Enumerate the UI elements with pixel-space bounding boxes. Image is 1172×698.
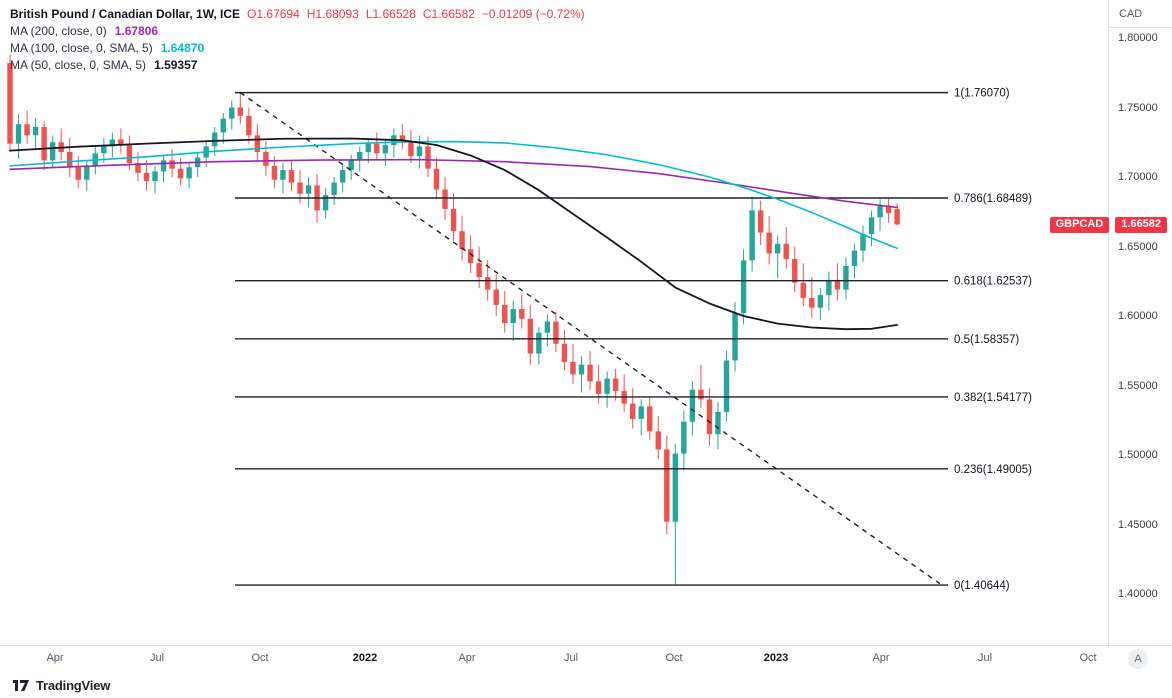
svg-text:0.786(1.68489): 0.786(1.68489) <box>954 193 1032 205</box>
svg-text:0.618(1.62537): 0.618(1.62537) <box>954 276 1032 288</box>
time-tick-month: Oct <box>1079 652 1097 664</box>
symbol-title[interactable]: British Pound / Canadian Dollar, 1W, ICE <box>10 7 241 21</box>
footer-bar: TradingView <box>0 672 1172 698</box>
price-tick-label: 1.45000 <box>1118 518 1158 531</box>
indicator-row-ma200[interactable]: MA (200, close, 0) 1.67806 <box>10 24 585 41</box>
price-tick-label: 1.55000 <box>1118 379 1158 392</box>
last-price-tag: GBPCAD 1.66582 <box>1049 216 1167 233</box>
time-axis[interactable]: Apr Jul Oct 2022 Apr Jul Oct 2023 Apr Jul Oct A <box>0 645 1172 672</box>
svg-text:1(1.76070): 1(1.76070) <box>954 88 1010 100</box>
fib-retracement-lines[interactable] <box>235 91 948 586</box>
ma100-line[interactable] <box>9 140 898 250</box>
chart-legend: British Pound / Canadian Dollar, 1W, ICE… <box>10 7 585 75</box>
ohlc-open: O1.67694 <box>247 7 300 21</box>
tradingview-brand-text: TradingView <box>36 677 111 693</box>
currency-label: CAD <box>1119 7 1143 20</box>
price-tick-label: 1.60000 <box>1118 310 1158 322</box>
ma100-label: MA (100, close, 0, SMA, 5) <box>10 41 153 55</box>
auto-scale-button[interactable]: A <box>1128 649 1148 669</box>
time-tick-month: Jul <box>149 652 165 664</box>
price-tick-label: 1.80000 <box>1118 32 1158 44</box>
svg-text:0.5(1.58357): 0.5(1.58357) <box>954 334 1019 346</box>
indicator-row-ma50[interactable]: MA (50, close, 0, SMA, 5) 1.59357 <box>10 58 585 75</box>
ma200-value: 1.67806 <box>114 24 159 38</box>
ohlc-close: C1.66582 <box>422 7 475 21</box>
price-tick-label: 1.70000 <box>1118 171 1158 183</box>
price-tick-label: 1.65000 <box>1118 240 1158 253</box>
svg-text:0.236(1.49005): 0.236(1.49005) <box>954 464 1032 476</box>
price-tick-label: 1.50000 <box>1118 449 1158 461</box>
ohlc-change: −0.01209 (−0.72%) <box>481 7 585 21</box>
symbol-legend-row[interactable]: British Pound / Canadian Dollar, 1W, ICE… <box>10 7 585 24</box>
price-tick-label: 1.75000 <box>1118 101 1158 114</box>
ma50-line[interactable] <box>9 137 899 331</box>
time-tick-month: Oct <box>665 652 683 664</box>
fib-level-labels: 1(1.76070) 0.786(1.68489) 0.618(1.62537) 0.… <box>954 88 1032 592</box>
ma200-label: MA (200, close, 0) <box>10 24 107 38</box>
time-tick-month: Apr <box>46 652 64 664</box>
price-tag-value: 1.66582 <box>1115 216 1167 233</box>
svg-text:0(1.40644): 0(1.40644) <box>954 580 1010 592</box>
ma50-label: MA (50, close, 0, SMA, 5) <box>10 58 147 72</box>
tradingview-logo-icon <box>13 679 29 691</box>
time-tick-month: Oct <box>251 652 269 664</box>
price-chart-canvas[interactable]: 1(1.76070) 0.786(1.68489) 0.618(1.62537) 0.… <box>0 0 1108 645</box>
ma200-line[interactable] <box>9 158 898 209</box>
indicator-row-ma100[interactable]: MA (100, close, 0, SMA, 5) 1.64870 <box>10 41 585 58</box>
ohlc-low: L1.66528 <box>365 7 416 21</box>
svg-text:0.382(1.54177): 0.382(1.54177) <box>954 392 1032 404</box>
ma50-value: 1.59357 <box>154 58 198 72</box>
time-tick-month: Apr <box>458 652 476 664</box>
time-tick-year: 2023 <box>763 652 789 664</box>
time-tick-month: Jul <box>563 652 579 664</box>
candles-layer <box>7 54 900 586</box>
price-axis[interactable]: CAD 1.80000 1.75000 1.70000 1.65000 1.60000 1… <box>1108 0 1172 645</box>
descending-trendline[interactable] <box>239 92 941 585</box>
time-tick-month: Apr <box>872 652 890 664</box>
time-tick-year: 2022 <box>352 652 378 664</box>
price-tick-label: 1.40000 <box>1118 588 1158 600</box>
time-tick-month: Jul <box>977 652 993 664</box>
price-tag-symbol: GBPCAD <box>1049 216 1110 233</box>
ma100-value: 1.64870 <box>160 41 205 55</box>
tradingview-brand-link[interactable]: TradingView <box>12 678 110 693</box>
price-axis-header: CAD <box>1109 0 1172 28</box>
ohlc-high: H1.68093 <box>306 7 359 21</box>
